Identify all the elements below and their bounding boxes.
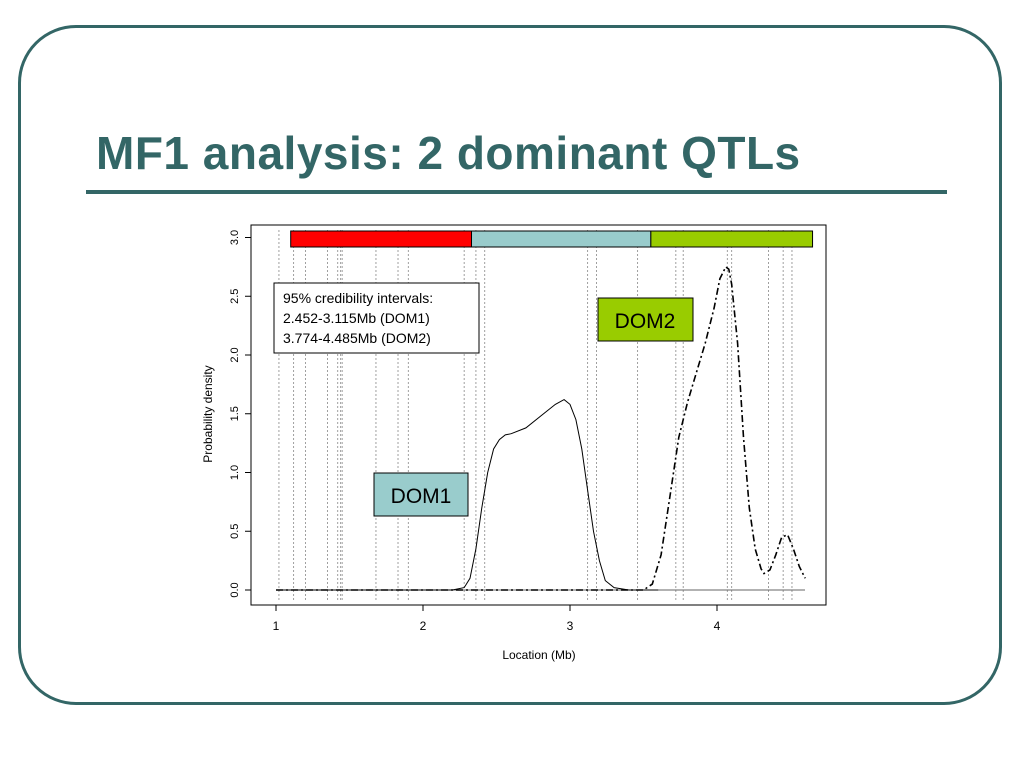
y-tick-label-6: 3.0 — [229, 230, 241, 245]
y-tick-label-3: 1.5 — [229, 406, 241, 421]
title-rule — [86, 190, 947, 194]
x-tick-label-3: 4 — [714, 619, 721, 633]
x-axis-label: Location (Mb) — [502, 648, 575, 662]
dom1-label-box — [373, 472, 469, 517]
credibility-line-1: 95% credibility intervals: — [283, 290, 433, 306]
credibility-box: 95% credibility intervals: 2.452-3.115Mb… — [273, 282, 480, 354]
segment-bar — [290, 230, 814, 248]
credibility-line-2: 2.452-3.115Mb (DOM1) — [283, 310, 430, 326]
x-tick-label-1: 2 — [420, 619, 427, 633]
series-lines — [276, 265, 806, 591]
plot-frame — [250, 224, 827, 606]
y-tick-label-1: 0.5 — [229, 524, 241, 539]
x-tick-label-0: 1 — [273, 619, 280, 633]
dom2-label: DOM2 — [597, 297, 694, 342]
dom1-label: DOM1 — [373, 472, 469, 517]
y-tick-label-4: 2.0 — [229, 347, 241, 362]
y-axis: 0.0 0.5 1.0 1.5 2.0 2.5 3.0 — [229, 230, 252, 598]
y-tick-label-0: 0.0 — [229, 582, 241, 597]
y-tick-label-5: 2.5 — [229, 289, 241, 304]
x-tick-label-2: 3 — [567, 619, 574, 633]
slide-title: MF1 analysis: 2 dominant QTLs — [96, 127, 801, 179]
series-line-2 — [276, 265, 806, 591]
dom2-label-box — [597, 297, 694, 342]
segment-1 — [471, 230, 652, 248]
credibility-line-3: 3.774-4.485Mb (DOM2) — [283, 330, 431, 346]
credibility-box-frame — [273, 282, 480, 354]
y-tick-label-2: 1.0 — [229, 465, 241, 480]
segment-2 — [650, 230, 814, 248]
segment-0 — [290, 230, 473, 248]
dom2-label-text: DOM2 — [615, 310, 676, 333]
y-axis-label: Probability density — [201, 365, 215, 462]
slide-frame — [18, 25, 1002, 705]
dom1-label-text: DOM1 — [391, 485, 452, 508]
series-line-1 — [276, 399, 659, 591]
x-axis: 1 2 3 4 — [273, 604, 721, 633]
